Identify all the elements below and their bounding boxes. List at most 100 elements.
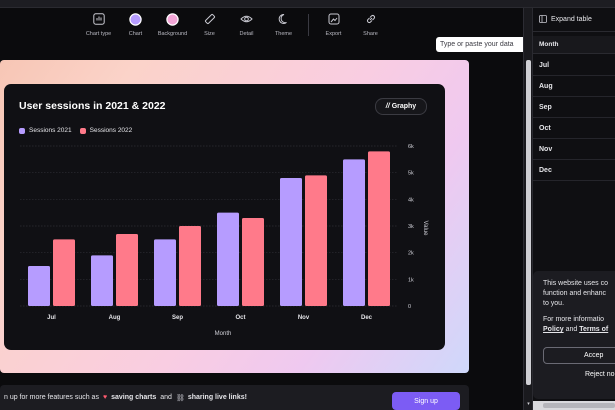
link-icon: ⛓ [175, 394, 185, 402]
data-input[interactable]: Type or paste your data [436, 37, 526, 52]
legend-label: Sessions 2021 [29, 127, 72, 134]
tool-chart-color[interactable]: Chart [117, 12, 154, 40]
tool-size[interactable]: Size [191, 12, 228, 40]
tool-label: Chart type [85, 31, 112, 37]
scrollbar-thumb[interactable] [526, 60, 531, 385]
promo-feature: sharing live links! [187, 394, 247, 401]
bar-2021 [91, 255, 113, 306]
expand-table-label: Expand table [551, 16, 592, 23]
legend-swatch [79, 127, 86, 134]
y-axis-label: Value [422, 221, 428, 237]
tool-label: Export [325, 31, 342, 37]
legend-swatch [19, 127, 25, 134]
bar-2022 [242, 218, 264, 306]
tool-theme[interactable]: Theme [265, 12, 302, 40]
reject-cookies-button[interactable]: Reject no [585, 371, 615, 378]
vertical-scrollbar[interactable]: ◂ ▾ [523, 8, 532, 410]
y-tick-label: 3k [408, 224, 414, 230]
x-tick-label: Nov [298, 315, 310, 321]
x-tick-label: Dec [361, 315, 373, 321]
chart-title: User sessions in 2021 & 2022 [19, 100, 166, 112]
graphy-brand: Graphy [391, 103, 417, 110]
tool-export[interactable]: Export [315, 12, 352, 40]
expand-table-button[interactable]: Expand table [533, 8, 615, 32]
legend-item[interactable]: Sessions 2021 [19, 127, 72, 134]
x-tick-label: Sep [172, 315, 183, 321]
x-tick-label: Aug [109, 315, 121, 321]
legend-label: Sessions 2022 [89, 127, 133, 134]
cookie-text: to you. [543, 300, 565, 307]
top-strip [0, 0, 615, 8]
graphy-logo-icon: // [385, 103, 390, 110]
eye-icon [240, 12, 254, 26]
horizontal-scrollbar[interactable] [533, 401, 615, 410]
background-color-icon [166, 12, 180, 26]
bar-2022 [368, 151, 390, 306]
tool-label: Theme [274, 31, 293, 37]
y-tick-label: 5k [408, 171, 414, 177]
accept-cookies-button[interactable]: Accep [543, 347, 615, 364]
bar-2022 [179, 226, 201, 306]
table-row[interactable]: Nov [533, 139, 615, 160]
promo-text: n up for more features such as [4, 394, 99, 401]
table-row[interactable]: Jul [533, 55, 615, 76]
hscrollbar-thumb[interactable] [543, 403, 615, 408]
bar-2021 [28, 266, 50, 306]
accept-label: Accep [584, 352, 604, 359]
tool-label: Detail [239, 31, 254, 37]
y-tick-label: 2k [408, 251, 414, 257]
tool-share[interactable]: Share [352, 12, 389, 40]
cookie-text: This website uses co [543, 280, 608, 287]
bar-2021 [217, 212, 239, 306]
chart-color-icon [129, 12, 143, 26]
column-header-month[interactable]: Month [533, 36, 615, 54]
table-row[interactable]: Oct [533, 118, 615, 139]
bar-2021 [280, 178, 302, 306]
legend-item[interactable]: Sessions 2022 [79, 127, 133, 134]
table-row[interactable]: Sep [533, 97, 615, 118]
bar-2022 [53, 239, 75, 306]
scroll-down-icon[interactable]: ▾ [527, 400, 530, 407]
cookie-banner: This website uses co function and enhanc… [533, 271, 615, 399]
tool-label: Background [157, 31, 188, 37]
x-tick-label: Jul [47, 315, 56, 321]
cookie-text: For more informatio [543, 316, 605, 323]
promo-feature: saving charts [111, 394, 157, 401]
ruler-icon [203, 12, 217, 26]
promo-bar: n up for more features such as ♥ saving … [0, 385, 469, 410]
export-icon [327, 12, 341, 26]
graphy-badge[interactable]: // Graphy [375, 98, 427, 115]
cookie-links: Policy and Terms of [543, 325, 615, 335]
bar-2021 [154, 239, 176, 306]
moon-icon [277, 12, 291, 26]
y-tick-label: 4k [408, 197, 414, 203]
chart-legend: Sessions 2021 Sessions 2022 [19, 127, 132, 134]
tool-chart-type[interactable]: Chart type [80, 12, 117, 40]
cookie-and: and [563, 326, 580, 333]
tool-label: Chart [128, 31, 143, 37]
sign-up-button[interactable]: Sign up [392, 392, 460, 410]
terms-link[interactable]: Terms of [579, 326, 609, 333]
chart-type-icon [92, 12, 106, 26]
table-row[interactable]: Dec [533, 160, 615, 181]
link-icon [364, 12, 378, 26]
tool-label: Share [363, 31, 378, 37]
bar-chart: 0 1k 2k 3k 4k 5k 6k Value Jul Aug Sep Oct Nov Dec Mont… [20, 144, 428, 337]
bar-2022 [116, 234, 138, 306]
expand-icon [539, 14, 547, 25]
tool-background[interactable]: Background [154, 12, 191, 40]
y-tick-label: 6k [408, 144, 414, 150]
y-tick-label: 1k [408, 277, 414, 283]
toolbar-divider [308, 14, 309, 36]
table-row[interactable]: Aug [533, 76, 615, 97]
tool-label: Size [204, 31, 215, 37]
x-axis-label: Month [215, 331, 232, 337]
bar-2022 [305, 175, 327, 306]
y-tick-label: 0 [408, 304, 411, 310]
x-tick-label: Oct [235, 315, 245, 321]
tool-detail[interactable]: Detail [228, 12, 265, 40]
privacy-policy-link[interactable]: Policy [543, 326, 564, 333]
bar-2021 [343, 159, 365, 306]
data-input-placeholder: Type or paste your data [440, 41, 514, 48]
